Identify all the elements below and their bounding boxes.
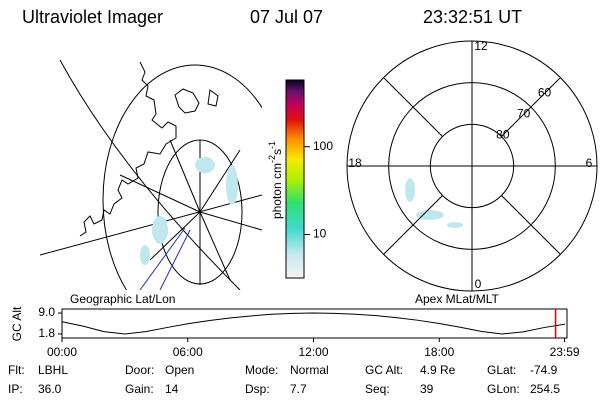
colorbar-tick-label: 100 bbox=[313, 139, 333, 153]
altitude-frame bbox=[61, 308, 568, 339]
label-text: s bbox=[270, 149, 284, 155]
x-tick-label: 23:59 bbox=[550, 345, 580, 359]
y-tick-label: 9.0 bbox=[38, 305, 55, 319]
polar-glow bbox=[405, 178, 463, 228]
field-value: 254.5 bbox=[530, 382, 560, 396]
label-exp: -1 bbox=[267, 141, 277, 149]
altitude-line bbox=[61, 312, 566, 335]
field-label: Gain: bbox=[125, 382, 154, 396]
field-label: GLon: bbox=[487, 382, 520, 396]
ring-label: 70 bbox=[517, 107, 531, 121]
field-value: 39 bbox=[420, 382, 434, 396]
panel-label: Apex MLat/MLT bbox=[415, 292, 499, 306]
ring-label: 60 bbox=[538, 86, 552, 100]
field-value: LBHL bbox=[38, 363, 68, 377]
label-exp: -2 bbox=[267, 155, 277, 163]
label-text: photon cm bbox=[270, 163, 284, 219]
field-value: 14 bbox=[165, 382, 179, 396]
colorbar-tick-label: 10 bbox=[313, 227, 327, 241]
x-tick-label: 12:00 bbox=[298, 345, 328, 359]
field-value: 7.7 bbox=[290, 382, 307, 396]
x-tick-label: 18:00 bbox=[424, 345, 454, 359]
colorbar-label: photon cm-2s-1 bbox=[267, 141, 284, 219]
polar-ring bbox=[388, 82, 556, 250]
hour-label: 12 bbox=[474, 39, 488, 53]
field-label: IP: bbox=[8, 382, 23, 396]
field-value: 36.0 bbox=[38, 382, 62, 396]
y-tick-label: 1.8 bbox=[38, 326, 55, 340]
field-label: GC Alt: bbox=[365, 363, 403, 377]
geographic-map bbox=[40, 59, 262, 290]
field-label: GLat: bbox=[487, 363, 516, 377]
field-label: Dsp: bbox=[245, 382, 270, 396]
polar-ring bbox=[429, 123, 515, 209]
polar-ring bbox=[346, 40, 598, 292]
field-label: Flt: bbox=[8, 363, 25, 377]
colorbar bbox=[285, 79, 305, 279]
date: 07 Jul 07 bbox=[250, 7, 323, 27]
x-tick-label: 06:00 bbox=[173, 345, 203, 359]
field-label: Door: bbox=[125, 363, 154, 377]
hour-label: 0 bbox=[475, 277, 482, 291]
ring-label: 80 bbox=[496, 127, 510, 141]
x-tick-label: 00:00 bbox=[47, 345, 77, 359]
field-value: -74.9 bbox=[530, 363, 558, 377]
field-value: Normal bbox=[290, 363, 329, 377]
field-value: 4.9 Re bbox=[420, 363, 456, 377]
field-label: Mode: bbox=[245, 363, 278, 377]
panel-label: Geographic Lat/Lon bbox=[70, 292, 175, 306]
title: Ultraviolet Imager bbox=[22, 7, 163, 27]
field-value: Open bbox=[165, 363, 194, 377]
hour-label: 6 bbox=[586, 156, 593, 170]
y-axis-label: GC Alt bbox=[10, 306, 24, 341]
field-label: Seq: bbox=[365, 382, 390, 396]
time: 23:32:51 UT bbox=[423, 7, 522, 27]
hour-label: 18 bbox=[348, 156, 362, 170]
